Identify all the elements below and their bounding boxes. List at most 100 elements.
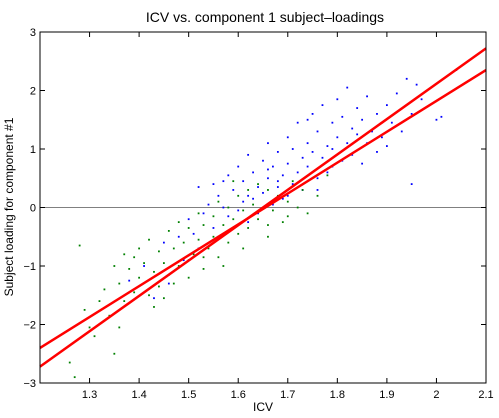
x-tick-label: 1.3 <box>82 389 97 401</box>
data-point <box>197 212 200 215</box>
y-tick-label: 3 <box>30 27 36 39</box>
data-point <box>242 180 245 183</box>
data-point <box>222 206 225 209</box>
data-point <box>326 174 329 177</box>
x-axis-label: ICV <box>253 400 273 414</box>
data-point <box>237 194 240 197</box>
data-point <box>361 162 364 165</box>
data-point <box>356 133 359 136</box>
data-point <box>346 142 349 145</box>
data-point <box>172 282 175 285</box>
data-point <box>167 230 170 232</box>
data-point <box>202 268 205 270</box>
y-tick-label: −3 <box>23 378 36 390</box>
data-point <box>267 235 269 238</box>
data-point <box>291 148 294 150</box>
y-axis-label: Subject loading for component #1 <box>2 117 16 296</box>
data-point <box>202 256 205 259</box>
data-point <box>217 194 220 197</box>
data-point <box>291 180 294 183</box>
data-point <box>276 151 279 153</box>
chart-title: ICV vs. component 1 subject–loadings <box>146 9 384 25</box>
data-point <box>88 326 91 329</box>
data-point <box>276 186 279 188</box>
data-point <box>286 194 289 197</box>
data-point <box>281 197 284 200</box>
data-point <box>276 180 279 183</box>
data-point <box>237 232 240 235</box>
y-tick-label: 1 <box>30 144 36 156</box>
data-point <box>400 130 403 133</box>
data-point <box>356 107 359 109</box>
data-point <box>232 218 235 221</box>
plot-area: 1.3 1.4 1.5 1.6 1.7 1.8 1.9 2 2.1 −3 −2 −1 0 1 2 3 <box>23 27 493 401</box>
data-point <box>148 238 150 241</box>
x-tick-label: 1.8 <box>330 389 345 401</box>
data-point <box>197 186 200 188</box>
y-tick-label: −1 <box>23 261 36 273</box>
data-point <box>272 203 274 206</box>
x-tick-label: 2.1 <box>478 389 493 401</box>
data-point <box>217 200 220 203</box>
data-point <box>267 168 269 171</box>
data-point <box>306 118 309 121</box>
data-point <box>158 285 160 288</box>
data-point <box>286 136 289 139</box>
data-point <box>118 326 121 329</box>
data-point <box>405 77 408 80</box>
data-point <box>148 294 150 297</box>
data-point <box>316 177 319 180</box>
data-point <box>133 256 136 259</box>
data-point <box>420 98 423 101</box>
data-point <box>247 153 250 156</box>
data-point <box>207 203 210 206</box>
data-point <box>247 189 250 191</box>
data-point <box>281 174 284 177</box>
data-point <box>138 276 141 279</box>
data-point <box>336 136 339 139</box>
data-point <box>113 265 116 267</box>
data-point <box>336 98 339 101</box>
data-point <box>252 197 254 200</box>
data-point <box>222 180 225 183</box>
data-point <box>192 232 195 235</box>
x-tick-label: 1.5 <box>181 389 196 401</box>
data-point <box>301 156 304 159</box>
data-point <box>410 183 413 185</box>
data-point <box>395 92 398 95</box>
data-point <box>202 224 205 226</box>
data-point <box>242 209 245 212</box>
data-point <box>167 282 170 285</box>
data-point <box>177 265 180 267</box>
data-point <box>435 118 438 121</box>
data-point <box>232 189 235 191</box>
data-point <box>341 115 344 118</box>
data-point <box>202 212 205 215</box>
data-point <box>346 86 349 89</box>
data-point <box>177 221 180 224</box>
fit-line <box>39 47 487 368</box>
data-point <box>252 203 254 206</box>
data-point <box>247 221 250 224</box>
data-point <box>242 200 245 203</box>
y-tick-label: −2 <box>23 320 36 332</box>
x-tick-label: 2 <box>433 389 439 401</box>
data-point <box>257 218 259 221</box>
data-point <box>153 306 155 308</box>
data-point <box>227 215 230 218</box>
data-point <box>222 265 225 267</box>
data-point <box>326 171 329 174</box>
data-point <box>316 189 319 191</box>
data-point <box>316 194 319 197</box>
data-point <box>143 262 145 264</box>
data-point <box>212 227 215 229</box>
data-point <box>187 276 190 279</box>
x-tick-label: 1.4 <box>131 389 146 401</box>
data-point <box>440 115 443 118</box>
data-point <box>103 288 106 291</box>
y-tick-label: 2 <box>30 86 36 98</box>
data-point <box>257 183 259 185</box>
data-point <box>385 145 388 147</box>
x-tick-label: 1.7 <box>280 389 295 401</box>
